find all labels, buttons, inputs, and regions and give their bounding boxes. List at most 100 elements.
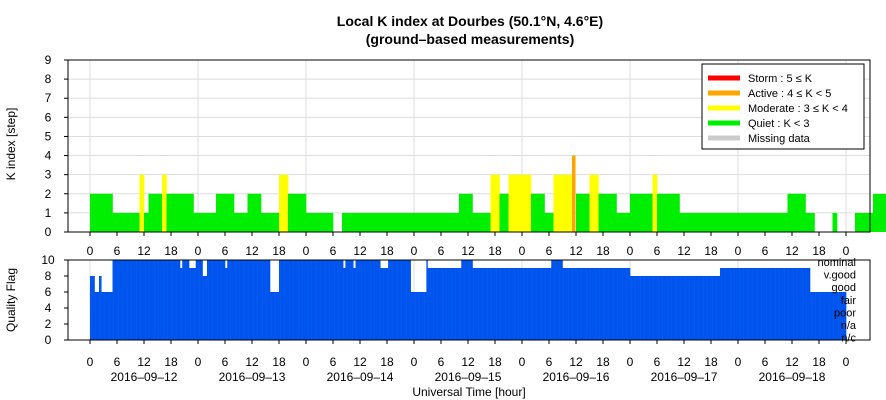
q-bar: [760, 268, 762, 340]
q-bar: [758, 268, 760, 340]
q-bar: [166, 260, 168, 340]
q-bar: [149, 260, 152, 340]
q-bar: [355, 260, 357, 340]
q-bar: [194, 268, 197, 340]
q-bar: [524, 268, 526, 340]
q-bar: [587, 268, 589, 340]
q-bar: [844, 292, 847, 340]
q-bar: [775, 268, 777, 340]
q-bar: [506, 268, 508, 340]
q-bar: [767, 268, 769, 340]
q-date-label: 2016–09–16: [543, 370, 610, 384]
k-bar: [139, 174, 145, 232]
q-bar: [691, 276, 694, 340]
q-bar: [600, 268, 603, 340]
q-bar: [745, 268, 748, 340]
q-bar: [734, 268, 737, 340]
q-bar: [266, 260, 269, 340]
q-bar: [208, 260, 210, 340]
k-x-tick-label: 6: [654, 244, 661, 258]
q-bar: [172, 260, 174, 340]
q-bar: [281, 260, 283, 340]
q-bar: [677, 276, 679, 340]
q-bar: [438, 268, 441, 340]
k-bar: [405, 212, 410, 232]
k-bar: [126, 212, 131, 232]
q-bar: [311, 260, 314, 340]
q-bar: [580, 268, 582, 340]
q-x-tick-label: 6: [762, 355, 769, 369]
k-bar: [360, 212, 365, 232]
k-bar: [436, 212, 442, 232]
k-x-tick-label: 0: [411, 244, 418, 258]
q-bar: [195, 260, 198, 340]
q-bar: [748, 268, 750, 340]
k-bar: [144, 212, 149, 232]
k-bar: [189, 193, 194, 232]
k-bar: [882, 193, 886, 232]
q-bar: [409, 260, 411, 340]
q-bar: [181, 268, 183, 340]
q-bar: [595, 268, 597, 340]
q-bar: [471, 260, 473, 340]
q-bar: [452, 268, 454, 340]
q-bar: [750, 268, 752, 340]
q-bar: [257, 260, 260, 340]
q-bar: [626, 268, 629, 340]
q-bar: [307, 260, 309, 340]
q-bar: [819, 292, 821, 340]
q-bar: [733, 268, 735, 340]
q-bar: [837, 292, 839, 340]
k-bar: [400, 212, 406, 232]
q-bar: [347, 260, 350, 340]
q-bar: [222, 260, 225, 340]
k-bar: [756, 212, 761, 232]
legend-entry: Missing data: [748, 133, 811, 145]
k-bar: [198, 212, 203, 232]
q-bar: [625, 268, 627, 340]
q-bar: [610, 268, 613, 340]
q-quality-label: fair: [841, 295, 857, 307]
k-bar: [369, 212, 374, 232]
q-x-tick-label: 12: [137, 355, 151, 369]
q-bar: [639, 276, 641, 340]
q-bar: [493, 268, 496, 340]
q-bar: [671, 276, 674, 340]
q-bar: [293, 260, 296, 340]
q-bar: [301, 260, 303, 340]
q-bar: [685, 276, 687, 340]
q-bar: [382, 268, 384, 340]
k-bar: [355, 212, 361, 232]
q-bar: [117, 260, 119, 340]
q-bar: [330, 260, 333, 340]
q-bar: [759, 268, 761, 340]
q-bar: [385, 268, 388, 340]
q-bar: [832, 292, 834, 340]
k-x-tick-label: 0: [195, 244, 202, 258]
q-bar: [376, 260, 379, 340]
q-bar: [601, 268, 604, 340]
q-bar: [397, 260, 399, 340]
k-bar: [693, 212, 698, 232]
q-y-tick-label: 2: [45, 317, 52, 331]
k-x-tick-label: 6: [762, 244, 769, 258]
q-bar: [295, 260, 298, 340]
k-bar: [157, 193, 163, 232]
q-bar: [540, 268, 542, 340]
q-bar: [429, 268, 432, 340]
legend: Storm : 5 ≤ K Active : 4 ≤ K < 5 Moderate …: [701, 63, 865, 150]
q-bar: [528, 268, 531, 340]
q-bar: [653, 276, 656, 340]
q-bar: [654, 276, 657, 340]
q-bar: [303, 260, 306, 340]
q-bar: [343, 268, 345, 340]
q-bar: [250, 260, 253, 340]
q-bar: [549, 268, 551, 340]
q-bar: [238, 260, 240, 340]
q-bar: [650, 276, 652, 340]
q-bar: [689, 276, 692, 340]
q-bar: [788, 268, 791, 340]
q-bar: [372, 260, 374, 340]
q-bar: [559, 260, 561, 340]
q-bar: [264, 260, 266, 340]
